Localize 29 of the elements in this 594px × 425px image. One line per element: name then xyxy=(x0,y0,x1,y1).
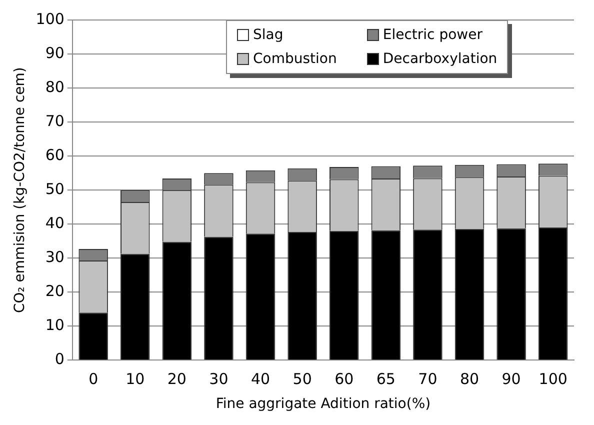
legend-label: Decarboxylation xyxy=(382,51,498,67)
x-axis-title: Fine aggrigate Adition ratio(%) xyxy=(216,396,431,412)
x-tick-label: 90 xyxy=(502,370,521,388)
legend-label: Combustion xyxy=(253,51,337,67)
x-tick-label: 20 xyxy=(167,370,186,388)
y-tick-label: 60 xyxy=(45,146,64,164)
x-tick-label: 70 xyxy=(418,370,438,388)
y-tick-label: 100 xyxy=(36,10,64,28)
y-tick-label: 90 xyxy=(45,44,64,62)
legend-label: Slag xyxy=(253,27,284,43)
y-tick-label: 80 xyxy=(45,78,64,96)
y-tick-label: 70 xyxy=(45,112,64,130)
y-axis-title: CO₂ emmision (kg-CO2/tonne cem) xyxy=(12,67,28,314)
legend-label: Electric power xyxy=(382,27,482,43)
y-tick-label: 10 xyxy=(45,316,64,334)
y-tick-label: 40 xyxy=(45,214,64,232)
x-tick-label: 50 xyxy=(292,370,312,388)
x-tick-label: 10 xyxy=(126,370,145,388)
y-tick-label: 20 xyxy=(45,282,64,300)
x-tick-label: 100 xyxy=(538,370,568,388)
x-tick-label: 0 xyxy=(88,370,98,388)
x-tick-label: 30 xyxy=(209,370,228,388)
y-tick-label: 0 xyxy=(54,350,64,368)
x-tick-label: 40 xyxy=(250,370,270,388)
x-tick-label: 60 xyxy=(334,370,354,388)
x-tick-label: 65 xyxy=(376,370,396,388)
y-tick-label: 50 xyxy=(45,180,64,198)
x-tick-label: 80 xyxy=(460,370,480,388)
y-tick-label: 30 xyxy=(45,248,64,266)
